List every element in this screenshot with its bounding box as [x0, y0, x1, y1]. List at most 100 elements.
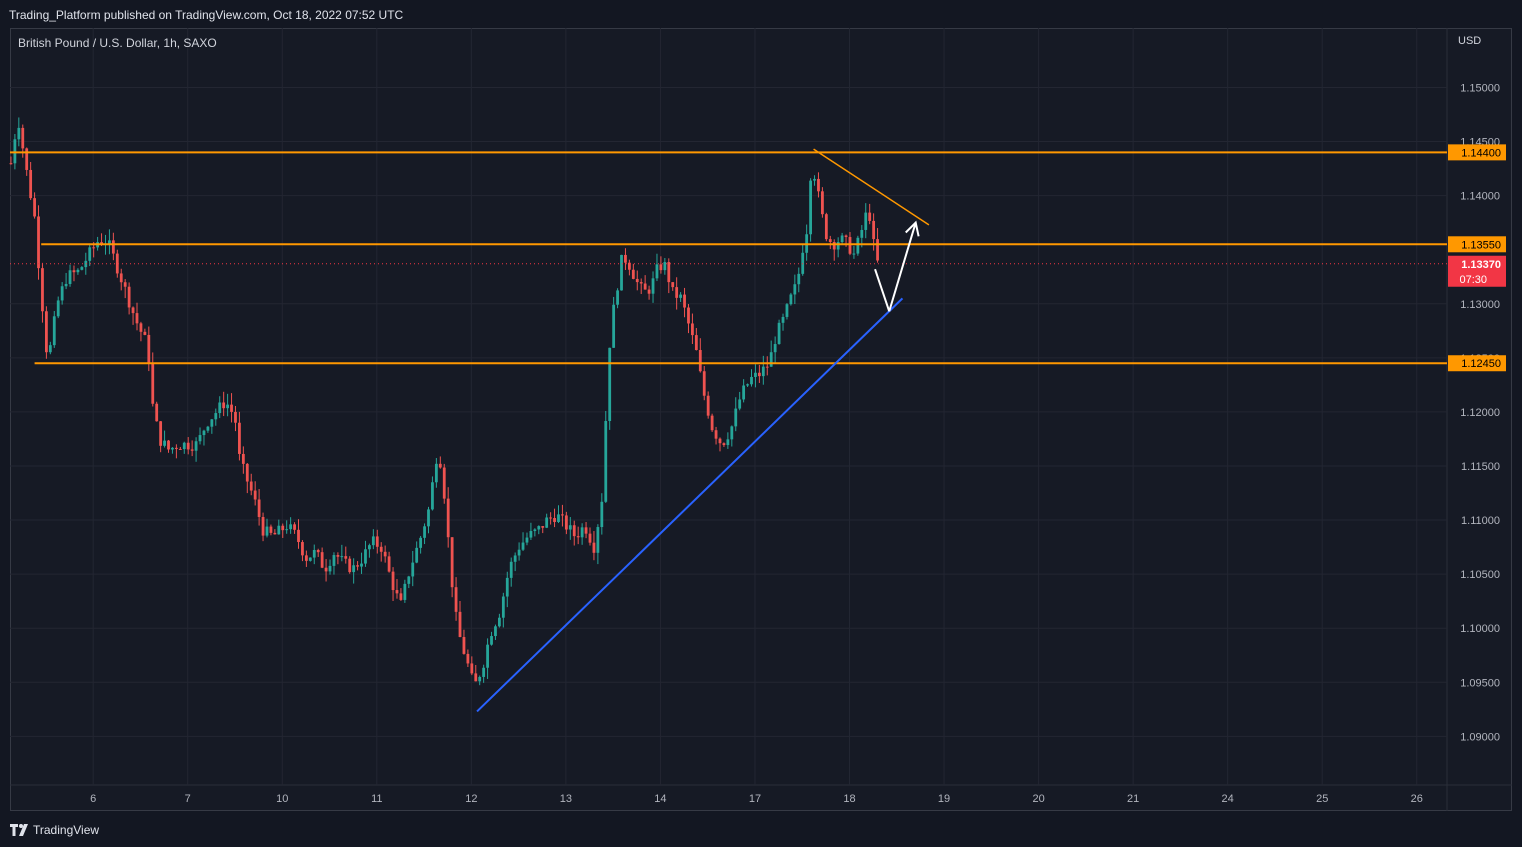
candle-body [742, 385, 746, 400]
candle-body [222, 402, 226, 409]
candle-body [171, 447, 174, 450]
candle-body [438, 463, 442, 468]
candle-body [789, 294, 793, 305]
candle-body [64, 283, 68, 287]
candle-body [553, 518, 556, 522]
candle-body [478, 676, 482, 682]
candle-body [580, 527, 584, 538]
candle-body [750, 376, 753, 385]
candle-body [663, 262, 667, 271]
candle-body [186, 442, 190, 450]
x-tick-label: 14 [654, 793, 666, 805]
candle-body [568, 525, 572, 530]
candle-body [824, 214, 828, 240]
candle-body [76, 269, 80, 273]
time-axis[interactable]: 6 7 10 11 12 13 14 17 18 19 20 21 24 25 26 [90, 793, 1423, 805]
candle-body [293, 524, 296, 530]
candle-body [450, 537, 454, 588]
candle-body [415, 547, 419, 563]
candle-body [344, 556, 348, 559]
candle-body [777, 322, 781, 345]
candle-body [545, 517, 549, 528]
candle-body [297, 529, 300, 543]
candle-body [647, 289, 651, 294]
x-tick-label: 13 [560, 793, 572, 805]
candle-body [155, 403, 159, 422]
candle-body [143, 331, 147, 335]
candle-body [111, 240, 115, 254]
candle-body [537, 526, 541, 530]
candle-body [458, 611, 462, 638]
candle-body [517, 549, 521, 556]
trendline-support [476, 297, 904, 713]
candle-body [21, 127, 25, 149]
candle-body [671, 282, 675, 288]
candle-body [316, 549, 320, 553]
candle-body [301, 542, 304, 556]
candle-body [84, 260, 88, 268]
price-axis[interactable]: 1.150001.145001.140001.130001.125001.120… [1448, 82, 1506, 743]
candle-body [722, 443, 726, 446]
candle-body [462, 637, 466, 654]
y-tick-label: 1.09000 [1460, 731, 1500, 743]
candle-body [56, 300, 60, 317]
projection-arrow-head [905, 220, 920, 237]
candle-body [151, 362, 155, 404]
candle-body [249, 481, 253, 491]
candle-body [119, 273, 123, 283]
candle-body [738, 399, 742, 409]
candle-body [513, 555, 517, 562]
trendline-resistance [813, 148, 930, 226]
candle-body [431, 482, 434, 510]
candle-body [687, 307, 690, 324]
x-tick-label: 7 [185, 793, 191, 805]
candle-body [206, 426, 210, 431]
candle-body [123, 282, 127, 287]
candle-body [604, 421, 608, 502]
x-tick-label: 25 [1316, 793, 1328, 805]
candle-body [809, 180, 812, 235]
candle-body [872, 220, 876, 240]
candle-body [33, 198, 36, 217]
candle-body [533, 529, 537, 532]
candle-body [817, 178, 820, 192]
x-tick-label: 12 [465, 793, 477, 805]
candle-body [218, 402, 222, 414]
candle-body [324, 567, 328, 572]
candle-body [9, 163, 13, 165]
candle-body [631, 269, 635, 279]
x-tick-label: 20 [1032, 793, 1044, 805]
last-price-tag [1448, 255, 1506, 287]
candle-body [127, 286, 131, 308]
symbol-title[interactable]: British Pound / U.S. Dollar, 1h, SAXO [18, 36, 217, 50]
candle-body [281, 525, 285, 531]
candle-body [48, 345, 52, 353]
candle-body [17, 127, 21, 140]
chart-pane[interactable] [10, 28, 1512, 811]
candle-body [320, 552, 324, 568]
y-tick-label: 1.10500 [1460, 569, 1500, 581]
candle-body [781, 316, 785, 323]
tradingview-logo-icon [10, 824, 28, 836]
candle-body [691, 323, 694, 336]
candle-body [679, 294, 682, 298]
candle-body [659, 264, 663, 271]
candle-body [423, 526, 426, 538]
candle-body [864, 212, 868, 230]
projection-arrow-line [874, 268, 891, 312]
candle-body [572, 525, 576, 537]
candle-body [675, 287, 679, 298]
candle-body [403, 583, 407, 600]
candle-body [348, 558, 352, 573]
candle-body [399, 593, 403, 600]
candle-body [710, 415, 714, 431]
candle-body [734, 408, 738, 427]
candle-body [706, 395, 710, 416]
y-tick-label: 1.15000 [1460, 82, 1500, 94]
countdown-label: 07:30 [1459, 274, 1487, 286]
candle-body [765, 366, 769, 368]
x-tick-label: 19 [938, 793, 950, 805]
candle-body [13, 139, 17, 164]
drawings-layer [10, 148, 1447, 713]
